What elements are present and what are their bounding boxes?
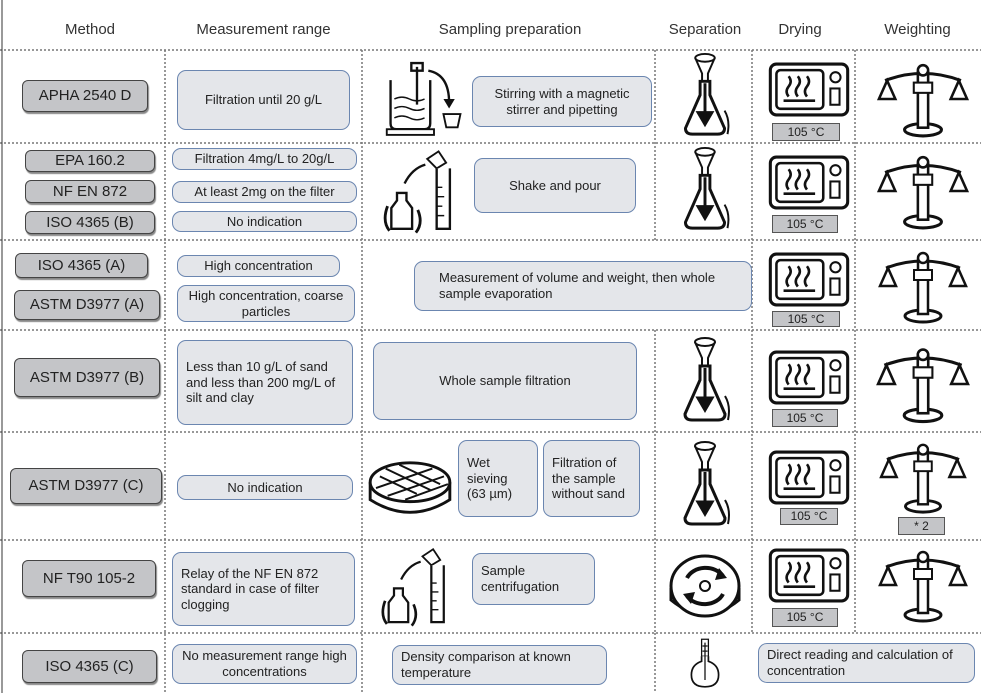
temperature: 105 °C bbox=[772, 311, 840, 327]
preparation: Whole sample filtration bbox=[373, 342, 637, 420]
range: At least 2mg on the filter bbox=[172, 181, 357, 203]
method: APHA 2540 D bbox=[22, 80, 148, 112]
header: Separation bbox=[668, 21, 742, 38]
range: No indication bbox=[172, 211, 357, 232]
preparation: Sample centrifugation bbox=[472, 553, 595, 605]
header: Measurement range bbox=[196, 21, 331, 38]
reading: Direct reading and calculation of concen… bbox=[758, 643, 975, 683]
temperature: 105 °C bbox=[772, 123, 840, 141]
preparation: Wet sieving (63 µm) bbox=[458, 440, 538, 517]
range: Less than 10 g/L of sand and less than 2… bbox=[177, 340, 353, 425]
preparation: Shake and pour bbox=[474, 158, 636, 213]
header: Sampling preparation bbox=[438, 21, 582, 38]
method: ASTM D3977 (A) bbox=[14, 290, 160, 320]
header: Drying bbox=[778, 21, 822, 38]
temperature: 105 °C bbox=[780, 508, 838, 525]
header: Weighting bbox=[884, 21, 951, 38]
range: Relay of the NF EN 872 standard in case … bbox=[172, 552, 355, 626]
range: High concentration bbox=[177, 255, 340, 277]
preparation: Measurement of volume and weight, then w… bbox=[414, 261, 752, 311]
method: ASTM D3977 (B) bbox=[14, 358, 160, 397]
range: No measurement range high concentrations bbox=[172, 644, 357, 684]
weighting-note: * 2 bbox=[898, 517, 945, 535]
temperature: 105 °C bbox=[772, 409, 838, 427]
preparation: Stirring with a magnetic stirrer and pip… bbox=[472, 76, 652, 127]
preparation: Density comparison at known temperature bbox=[392, 645, 607, 685]
preparation: Filtration of the sample without sand bbox=[543, 440, 640, 517]
header: Method bbox=[64, 21, 116, 38]
range: High concentration, coarse particles bbox=[177, 285, 355, 322]
range: No indication bbox=[177, 475, 353, 500]
temperature: 105 °C bbox=[772, 215, 838, 233]
method: NF EN 872 bbox=[25, 180, 155, 203]
method: ASTM D3977 (C) bbox=[10, 468, 162, 504]
method: EPA 160.2 bbox=[25, 150, 155, 172]
range: Filtration until 20 g/L bbox=[177, 70, 350, 130]
method: ISO 4365 (B) bbox=[25, 211, 155, 234]
method: ISO 4365 (C) bbox=[22, 650, 157, 683]
temperature: 105 °C bbox=[772, 608, 838, 627]
range: Filtration 4mg/L to 20g/L bbox=[172, 148, 357, 170]
method: ISO 4365 (A) bbox=[15, 253, 148, 278]
method: NF T90 105-2 bbox=[22, 560, 156, 597]
